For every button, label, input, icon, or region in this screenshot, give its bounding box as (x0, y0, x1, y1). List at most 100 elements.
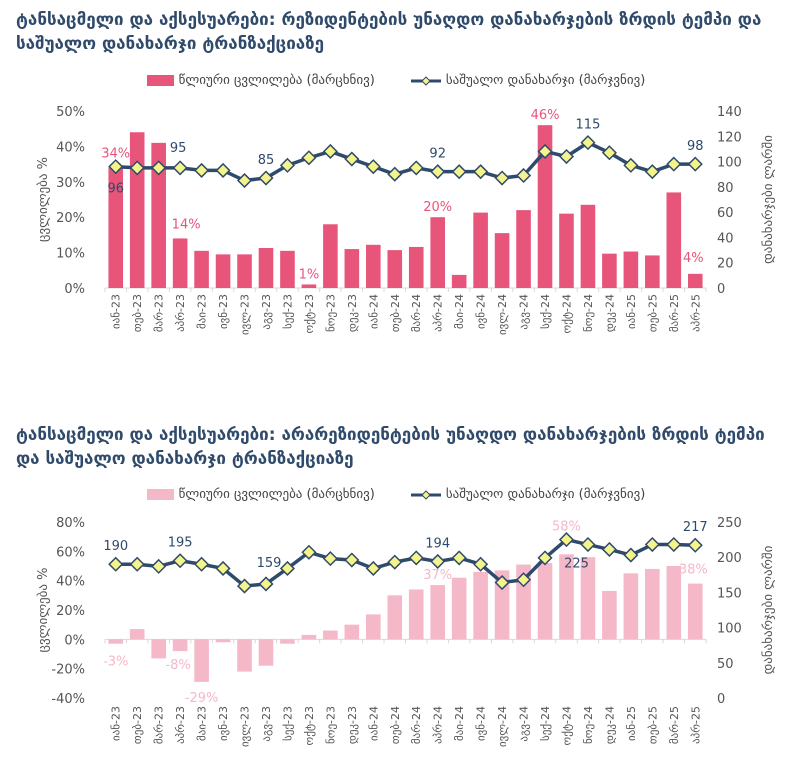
chart2-title: ტანსაცმელი და აქსესუარები: არარეზიდენტებ… (16, 425, 765, 469)
x-tick-label: სექ-23 (281, 706, 294, 741)
line-point (580, 536, 596, 553)
x-tick-label: აპრ-25 (689, 294, 702, 332)
chart1-title: ტანსაცმელი და აქსესუარები: რეზიდენტების … (16, 10, 762, 54)
bar (237, 254, 252, 288)
line-point (623, 547, 639, 563)
x-tick-label: აპრ-23 (174, 294, 187, 332)
line-point (494, 170, 510, 186)
chart1-legend: წლიური ცვლილება (მარცხნივ) საშუალო დანახ… (0, 73, 792, 88)
x-tick-label: იან-24 (367, 706, 380, 741)
line-data-label: 217 (683, 520, 708, 535)
bar (602, 590, 617, 640)
line-point (473, 556, 489, 572)
line-point (473, 164, 489, 180)
bar (602, 253, 617, 288)
left-axis-title: ცვლილება % (36, 157, 51, 242)
right-tick-label: 60 (717, 206, 734, 221)
x-tick-label: იან-25 (625, 706, 638, 741)
line-point (430, 164, 446, 180)
bar (387, 595, 403, 640)
bar-data-label: -29% (185, 691, 219, 706)
chart2-legend: წლიური ცვლილება (მარცხნივ) საშუალო დანახ… (0, 487, 792, 502)
bar (451, 274, 467, 288)
line-point (279, 157, 296, 173)
line-data-label: 85 (258, 153, 275, 168)
x-tick-label: ივნ-24 (475, 294, 488, 329)
x-tick-label: სექ-24 (539, 706, 552, 741)
x-tick-label: თებ-24 (389, 706, 402, 744)
x-tick-label: ივლ-24 (496, 294, 509, 335)
bar (108, 639, 124, 644)
line-data-label: 115 (576, 118, 601, 133)
bar (366, 244, 381, 288)
line-point (194, 162, 210, 178)
bar (666, 566, 682, 640)
line-point (644, 536, 660, 553)
legend-item-bar: წლიური ცვლილება (მარცხნივ) (146, 73, 375, 88)
x-tick-label: ივლ-23 (239, 706, 252, 747)
line-point (151, 160, 167, 176)
x-tick-label: აგვ-24 (518, 294, 531, 330)
legend-item-line: საშუალო დანახარჯი (მარჯვნივ) (410, 73, 645, 88)
line-point (279, 560, 296, 577)
line-point (601, 541, 617, 558)
right-tick-label: 140 (717, 105, 742, 120)
bar (344, 624, 360, 640)
x-tick-label: ოქტ-23 (303, 294, 316, 333)
x-tick-label: დეკ-23 (346, 294, 359, 332)
x-tick-label: თებ-25 (646, 706, 659, 744)
bar (215, 254, 231, 288)
line-data-label: 159 (257, 556, 282, 571)
x-tick-label: აგვ-24 (518, 706, 531, 742)
right-tick-label: 100 (717, 622, 742, 637)
x-tick-label: ოქტ-23 (303, 706, 316, 745)
bar (645, 568, 660, 640)
bar (258, 247, 274, 288)
x-tick-label: სექ-23 (281, 294, 294, 329)
bar (408, 589, 424, 640)
x-tick-label: დეკ-24 (603, 706, 616, 744)
bar (301, 634, 317, 640)
line-point (451, 550, 467, 566)
x-tick-label: დეკ-23 (346, 706, 359, 744)
bar-data-label: -3% (103, 655, 128, 670)
x-tick-label: ნოე-23 (324, 294, 337, 332)
left-tick-label: 80% (56, 516, 85, 531)
bar (623, 573, 639, 640)
x-tick-label: მარ-23 (153, 706, 166, 744)
line-point (172, 553, 188, 569)
line-point (537, 550, 553, 566)
left-tick-label: 40% (56, 140, 85, 155)
bar (237, 639, 252, 672)
bar (645, 255, 660, 288)
x-tick-label: აპრ-24 (432, 294, 445, 332)
line-point (108, 556, 124, 572)
line-point (515, 167, 532, 184)
line-point (687, 156, 703, 172)
bar (537, 563, 553, 640)
x-tick-label: დეკ-24 (603, 294, 616, 332)
x-tick-label: აგვ-23 (260, 294, 273, 330)
left-tick-label: 50% (56, 105, 85, 120)
bar (430, 585, 445, 640)
bar (580, 204, 596, 288)
line-point (129, 160, 145, 176)
line-point (601, 145, 617, 161)
line-point (644, 164, 660, 180)
x-tick-label: ნოე-24 (582, 294, 595, 332)
bar-data-label: 4% (683, 251, 704, 266)
line-point (236, 578, 253, 594)
line-point (451, 164, 467, 180)
line-point (387, 554, 403, 570)
line-point (151, 558, 167, 574)
right-tick-label: 200 (717, 551, 742, 566)
line-data-label: 195 (168, 536, 193, 551)
bar (494, 233, 510, 288)
line-point (236, 172, 253, 189)
x-tick-label: მარ-23 (153, 294, 166, 332)
line-point (322, 551, 338, 567)
left-tick-label: 0% (64, 282, 85, 297)
x-tick-label: მარ-25 (668, 706, 681, 744)
x-tick-label: აპრ-25 (689, 706, 702, 744)
bar (258, 639, 274, 666)
